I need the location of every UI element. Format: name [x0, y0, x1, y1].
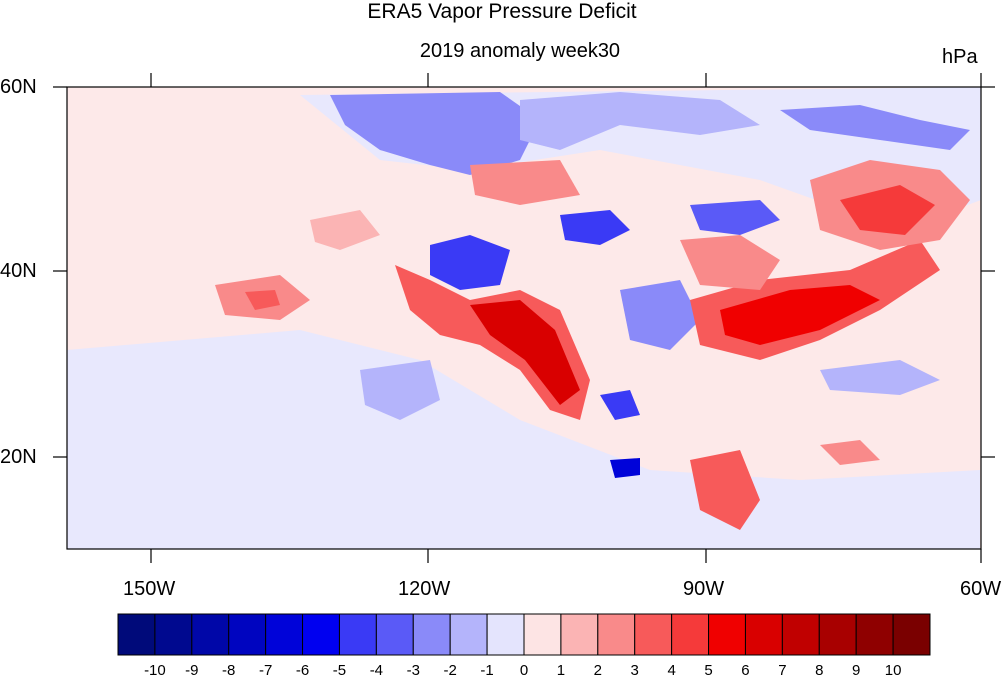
colorbar-tick-label: -8 — [222, 662, 236, 679]
colorbar-swatch — [855, 613, 894, 656]
colorbar-tick-label: -6 — [295, 662, 310, 679]
colorbar-swatch — [265, 613, 304, 656]
lon-label-120w: 120W — [398, 578, 451, 600]
anomaly-red-southwest — [395, 265, 590, 420]
colorbar-swatch — [634, 613, 673, 656]
colorbar-tick-label: 6 — [741, 662, 750, 679]
colorbar-swatch — [486, 613, 525, 656]
colorbar-tick-label: 8 — [815, 662, 824, 679]
colorbar-swatch — [560, 613, 599, 656]
anomaly-blue-mexico — [610, 458, 640, 478]
colorbar-tick-label: -9 — [185, 662, 199, 679]
colorbar-swatch — [744, 613, 783, 656]
anomaly-red-southeast-core — [720, 285, 880, 345]
anomaly-blue-central — [620, 280, 700, 350]
colorbar-swatch — [375, 613, 414, 656]
colorbar — [117, 613, 931, 656]
colorbar-swatch — [154, 613, 193, 656]
anomaly-blue-great-lakes — [690, 200, 780, 235]
colorbar-tick-label: -10 — [144, 662, 166, 679]
colorbar-swatch — [523, 613, 562, 656]
colorbar-swatch — [892, 613, 931, 656]
colorbar-swatch — [191, 613, 230, 656]
colorbar-tick-label: 5 — [704, 662, 713, 679]
lat-label-60n: 60N — [0, 76, 37, 98]
colorbar-tick-label: -2 — [443, 662, 457, 679]
anomaly-blue-hudson — [780, 105, 970, 150]
colorbar-swatch — [818, 613, 857, 656]
colorbar-tick-label: 10 — [884, 662, 902, 679]
lon-label-150w: 150W — [123, 578, 176, 600]
lat-label-20n: 20N — [0, 446, 37, 468]
anomaly-red-central-america — [690, 450, 760, 530]
colorbar-tick-label: 2 — [593, 662, 602, 679]
colorbar-tick-label: -3 — [406, 662, 420, 679]
anomaly-red-southwest-core — [470, 300, 580, 405]
anomaly-red-caribbean — [820, 440, 880, 465]
colorbar-tick-label: 3 — [630, 662, 639, 679]
anomaly-red-plains — [470, 160, 580, 205]
lon-label-90w: 90W — [683, 578, 725, 600]
colorbar-tick-label: 7 — [778, 662, 787, 679]
anomaly-blue-atlantic — [820, 360, 940, 395]
lat-label-40n: 40N — [0, 260, 37, 282]
anomaly-blue-dakotas — [560, 210, 630, 245]
anomaly-blue-great-basin — [430, 235, 510, 290]
anomaly-blue-canada — [520, 92, 760, 150]
colorbar-tick-label: 9 — [852, 662, 861, 679]
axis-ticks — [53, 73, 995, 563]
colorbar-swatch — [708, 613, 746, 656]
units-label: hPa — [942, 46, 978, 68]
colorbar-swatch — [117, 613, 156, 656]
anomaly-red-pacific-mid — [310, 210, 380, 250]
colorbar-tick-label: -7 — [258, 662, 273, 679]
anomaly-blue-gulf — [600, 390, 640, 420]
colorbar-swatch — [412, 613, 451, 656]
colorbar-swatch — [449, 613, 488, 656]
colorbar-swatch — [338, 613, 377, 656]
colorbar-tick-label: -5 — [332, 662, 347, 679]
anomaly-blue-pnw — [330, 92, 540, 175]
colorbar-swatch — [228, 613, 267, 656]
anomaly-red-northeast-core — [840, 185, 935, 235]
colorbar-swatch — [302, 613, 340, 656]
anomaly-red-pacific-core — [245, 290, 280, 310]
colorbar-swatch — [597, 613, 636, 656]
lon-label-60w: 60W — [960, 578, 1002, 600]
anomaly-blue-pacific — [360, 360, 440, 420]
map-frame — [66, 86, 982, 550]
colorbar-tick-label: -1 — [480, 662, 494, 679]
anomaly-red-midwest — [680, 235, 780, 290]
colorbar-tick-label: 0 — [519, 662, 529, 679]
colorbar-swatch — [781, 613, 820, 656]
map-title: ERA5 Vapor Pressure Deficit — [367, 0, 637, 23]
colorbar-tick-label: 4 — [667, 662, 676, 679]
colorbar-tick-label: -4 — [369, 662, 384, 679]
colorbar-tick-label: 1 — [556, 662, 566, 679]
colorbar-swatch — [671, 613, 710, 656]
map-subtitle: 2019 anomaly week30 — [419, 40, 621, 62]
